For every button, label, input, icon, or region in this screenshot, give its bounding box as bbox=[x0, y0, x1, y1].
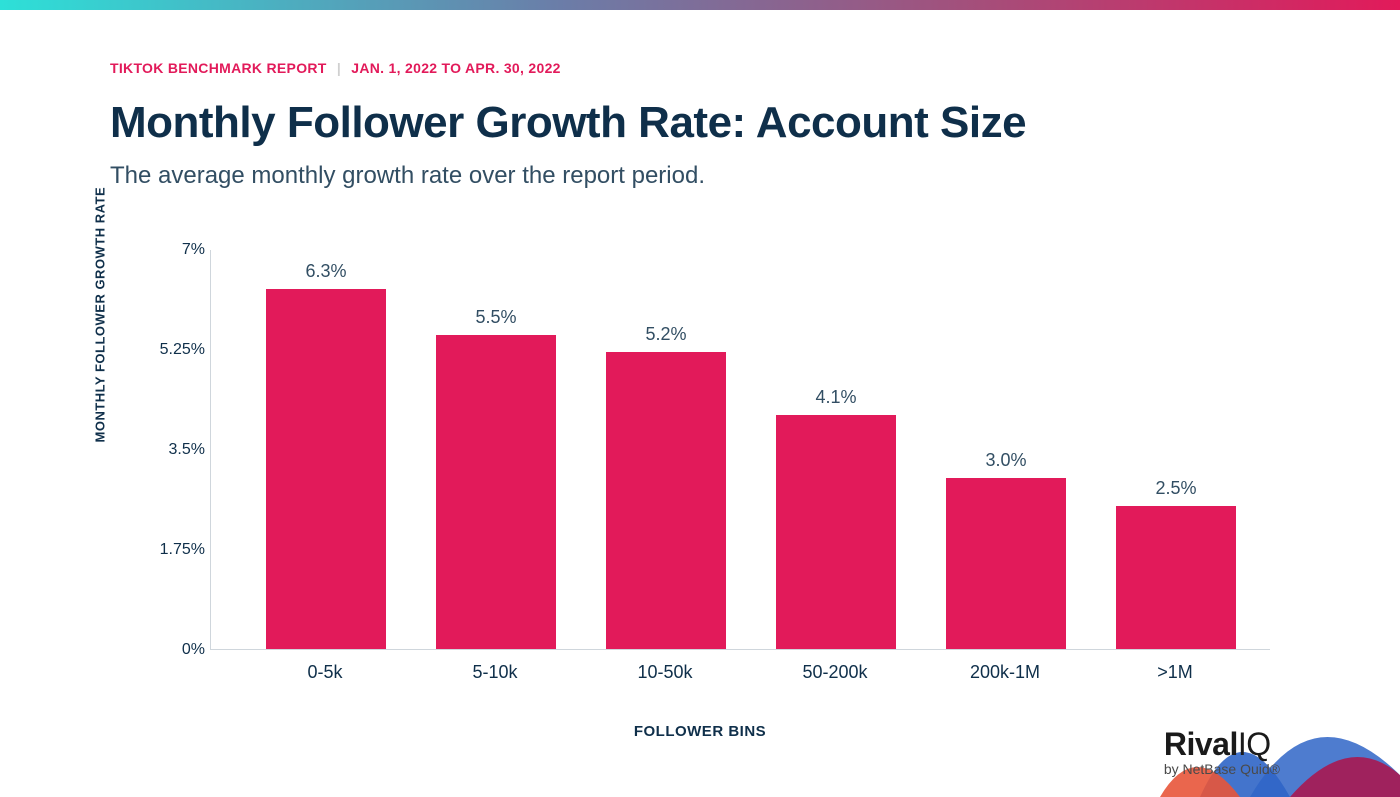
y-axis-label: MONTHLY FOLLOWER GROWTH RATE bbox=[93, 187, 108, 443]
chart-bar: 5.5% bbox=[436, 335, 556, 649]
page-subtitle: The average monthly growth rate over the… bbox=[110, 162, 1290, 190]
x-tick-label: 200k-1M bbox=[920, 662, 1090, 683]
bar-value-label: 5.5% bbox=[436, 307, 556, 328]
logo-part1: Rival bbox=[1164, 726, 1238, 762]
content-area: TIKTOK BENCHMARK REPORT | JAN. 1, 2022 T… bbox=[0, 10, 1400, 190]
chart-bar: 6.3% bbox=[266, 289, 386, 649]
plot-area: 6.3% 5.5% 5.2% 4.1% 3.0% 2.5% bbox=[210, 250, 1270, 650]
chart-bar: 2.5% bbox=[1116, 506, 1236, 649]
x-tick-label: 10-50k bbox=[580, 662, 750, 683]
chart-bar: 3.0% bbox=[946, 478, 1066, 649]
logo-text: RivalIQ bbox=[1164, 726, 1280, 763]
brand-logo: RivalIQ by NetBase Quid® bbox=[1164, 726, 1280, 777]
y-tick-label: 0% bbox=[150, 641, 205, 659]
bar-value-label: 6.3% bbox=[266, 261, 386, 282]
logo-part2: IQ bbox=[1238, 726, 1271, 762]
meta-separator: | bbox=[337, 60, 341, 76]
x-axis-label: FOLLOWER BINS bbox=[110, 723, 1290, 740]
bar-value-label: 5.2% bbox=[606, 324, 726, 345]
top-gradient-bar bbox=[0, 0, 1400, 10]
bar-value-label: 2.5% bbox=[1116, 478, 1236, 499]
y-tick-label: 1.75% bbox=[150, 541, 205, 559]
y-tick-label: 7% bbox=[150, 241, 205, 259]
x-tick-label: 50-200k bbox=[750, 662, 920, 683]
page-title: Monthly Follower Growth Rate: Account Si… bbox=[110, 98, 1290, 148]
x-tick-label: 5-10k bbox=[410, 662, 580, 683]
date-range: JAN. 1, 2022 TO APR. 30, 2022 bbox=[351, 60, 560, 76]
logo-byline: by NetBase Quid® bbox=[1164, 761, 1280, 777]
chart-bar: 4.1% bbox=[776, 415, 896, 649]
meta-line: TIKTOK BENCHMARK REPORT | JAN. 1, 2022 T… bbox=[110, 60, 1290, 76]
y-tick-label: 5.25% bbox=[150, 341, 205, 359]
bar-value-label: 3.0% bbox=[946, 450, 1066, 471]
chart-bar: 5.2% bbox=[606, 352, 726, 649]
report-name: TIKTOK BENCHMARK REPORT bbox=[110, 60, 327, 76]
y-tick-label: 3.5% bbox=[150, 441, 205, 459]
x-tick-label: 0-5k bbox=[240, 662, 410, 683]
bar-value-label: 4.1% bbox=[776, 387, 896, 408]
chart-container: MONTHLY FOLLOWER GROWTH RATE 0%1.75%3.5%… bbox=[110, 220, 1290, 740]
x-tick-label: >1M bbox=[1090, 662, 1260, 683]
